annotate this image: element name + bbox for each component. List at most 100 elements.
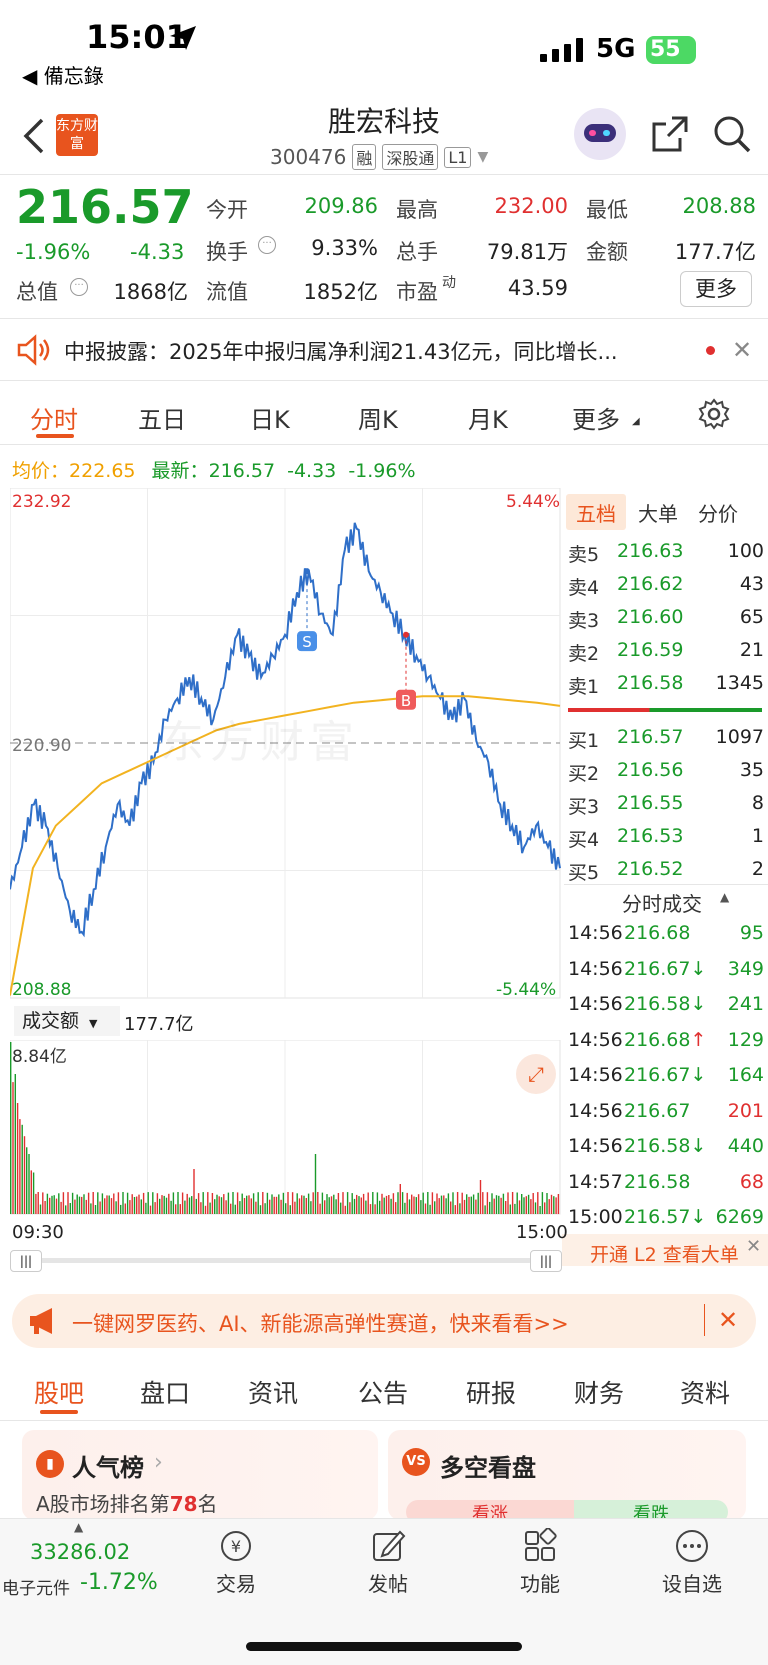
x-axis-start: 09:30	[12, 1222, 64, 1243]
tab-orderbook[interactable]: 盘口	[140, 1379, 191, 1408]
volume-bar	[447, 1193, 450, 1214]
info-icon[interactable]: ···	[258, 236, 276, 254]
bid-row[interactable]: 买3 216.55 8	[568, 792, 764, 819]
tick-direction-icon: ↓	[690, 993, 707, 1015]
tab-finance[interactable]: 财务	[574, 1379, 625, 1408]
ask-row[interactable]: 卖4 216.62 43	[568, 573, 764, 600]
volume-bar	[71, 1192, 74, 1214]
caret-up-icon[interactable]: ▲	[74, 1520, 84, 1534]
search-icon[interactable]	[712, 114, 752, 154]
ask-row[interactable]: 卖2 216.59 21	[568, 639, 764, 666]
tab-monthly-k[interactable]: 月K	[468, 406, 508, 434]
ask-row[interactable]: 卖5 216.63 100	[568, 540, 764, 567]
volume-bar	[122, 1192, 124, 1214]
nav-trade[interactable]: 交易	[216, 1572, 256, 1596]
volume-bar	[548, 1199, 550, 1214]
tab-forum[interactable]: 股吧	[34, 1379, 85, 1408]
popularity-card[interactable]	[22, 1430, 378, 1520]
volume-bar	[557, 1194, 560, 1214]
index-pct[interactable]: -1.72%	[80, 1570, 158, 1595]
tick-price: 216.58↓	[624, 1135, 708, 1157]
trade-icon[interactable]: ¥	[218, 1528, 254, 1564]
add-watchlist-icon[interactable]	[674, 1528, 710, 1564]
assistant-avatar-icon[interactable]	[574, 108, 626, 160]
tab-daily-k[interactable]: 日K	[250, 406, 290, 434]
intraday-price-chart[interactable]: SB	[10, 488, 562, 1002]
sell-marker[interactable]	[297, 631, 317, 652]
caret-up-icon[interactable]: ▲	[720, 890, 730, 904]
tick-volume: 68	[739, 1170, 764, 1193]
tab-intraday[interactable]: 分时	[30, 406, 78, 434]
bid-price: 216.57	[617, 726, 684, 748]
chevron-down-icon: ▼	[477, 149, 489, 165]
bid-row[interactable]: 买2 216.56 35	[568, 759, 764, 786]
bid-volume: 2	[751, 858, 764, 880]
nav-post[interactable]: 发帖	[368, 1572, 408, 1596]
latest-change: -4.33	[287, 460, 337, 482]
ask-row[interactable]: 卖3 216.60 65	[568, 606, 764, 633]
tab-news[interactable]: 资讯	[248, 1379, 299, 1408]
bid-row[interactable]: 买5 216.52 2	[568, 858, 764, 885]
tab-profile[interactable]: 资料	[680, 1379, 731, 1408]
back-to-app[interactable]: ◀ 備忘錄	[22, 64, 104, 88]
close-icon[interactable]: ✕	[732, 336, 753, 364]
index-name[interactable]: 电子元件	[2, 1579, 70, 1599]
volume-bar	[129, 1200, 131, 1214]
share-icon[interactable]	[650, 114, 690, 154]
tab-five-day[interactable]: 五日	[138, 406, 186, 434]
ask-level: 卖1	[568, 676, 600, 698]
l2-upgrade-text[interactable]: 开通 L2 查看大单	[590, 1244, 739, 1266]
volume-bar	[527, 1194, 530, 1214]
volume-bar	[287, 1192, 289, 1214]
back-icon[interactable]	[22, 118, 46, 154]
index-value[interactable]: 33286.02	[30, 1540, 131, 1564]
volume-selector[interactable]: 成交额 ▼	[14, 1006, 120, 1036]
volume-bar	[53, 1195, 55, 1214]
settings-gear-icon[interactable]	[698, 398, 730, 430]
fullscreen-icon[interactable]: ⤢	[516, 1054, 556, 1094]
stock-code-row[interactable]: 300476 融 深股通 L1 ▼	[270, 144, 488, 170]
functions-grid-icon[interactable]	[522, 1528, 558, 1564]
speaker-icon	[17, 334, 50, 366]
tab-weekly-k[interactable]: 周K	[358, 406, 398, 434]
notice-text[interactable]: 中报披露：2025年中报归属净利润21.43亿元，同比增长...	[64, 340, 618, 364]
tab-announcements[interactable]: 公告	[358, 1379, 409, 1408]
post-edit-icon[interactable]	[370, 1528, 406, 1564]
buy-marker[interactable]	[396, 689, 416, 710]
tab-price-dist[interactable]: 分价	[698, 502, 738, 526]
volume-bar	[58, 1193, 60, 1214]
volume-chart[interactable]	[10, 1040, 562, 1216]
volume-bar	[539, 1206, 541, 1214]
chart-range-slider[interactable]: ||| |||	[10, 1250, 562, 1272]
tab-research[interactable]: 研报	[466, 1379, 517, 1408]
l2-upgrade-bar[interactable]	[562, 1234, 768, 1266]
close-icon[interactable]: ✕	[718, 1306, 739, 1334]
quote-label-pe: 市盈	[396, 280, 438, 304]
promo-banner[interactable]	[12, 1294, 756, 1348]
volume-bar	[163, 1195, 165, 1214]
tab-five-level[interactable]: 五档	[566, 494, 626, 530]
section-tab-indicator	[40, 1410, 78, 1414]
volume-bar	[369, 1204, 372, 1214]
volume-bar	[76, 1194, 78, 1214]
tick-price: 216.67↓	[624, 1064, 708, 1086]
close-icon[interactable]: ✕	[746, 1236, 762, 1257]
more-button[interactable]: 更多	[680, 271, 752, 307]
tab-big-order[interactable]: 大单	[638, 502, 678, 526]
tick-row: 14:56 216.67↓ 164	[568, 1064, 764, 1086]
info-icon[interactable]: ···	[70, 278, 88, 296]
tick-price-value: 216.67	[624, 1099, 691, 1122]
volume-bar	[456, 1192, 459, 1214]
volume-bar	[181, 1192, 184, 1214]
volume-bar	[90, 1203, 92, 1214]
volume-bar	[521, 1194, 523, 1214]
bid-row[interactable]: 买1 216.57 1097	[568, 726, 764, 753]
volume-bar	[298, 1198, 301, 1214]
volume-bar	[23, 1136, 26, 1214]
promo-text[interactable]: 一键网罗医药、AI、新能源高弹性赛道，快来看看>>	[72, 1312, 569, 1336]
nav-add-watchlist[interactable]: 设自选	[662, 1572, 722, 1596]
bid-row[interactable]: 买4 216.53 1	[568, 825, 764, 852]
tab-more[interactable]: 更多	[572, 406, 620, 434]
nav-functions[interactable]: 功能	[520, 1572, 560, 1596]
ask-row[interactable]: 卖1 216.58 1345	[568, 672, 764, 699]
